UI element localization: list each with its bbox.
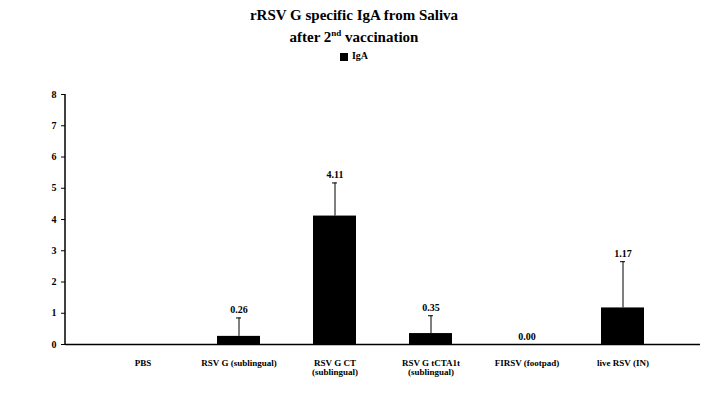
html-text:rRSV G specific IgA from Saliv: rRSV G specific IgA from Saliva [249,7,459,23]
svg-text:RSV G (sublingual): RSV G (sublingual) [201,358,276,368]
svg-text:3: 3 [52,245,57,256]
svg-text:0: 0 [52,339,57,350]
svg-text:RSV G CT(sublingual): RSV G CT(sublingual) [312,358,358,378]
svg-text:2: 2 [52,276,57,287]
svg-text:0.00: 0.00 [518,331,536,342]
svg-text:0.26: 0.26 [230,304,248,315]
svg-text:7: 7 [52,120,57,131]
html-text:IgA: IgA [351,50,369,61]
svg-text:0.35: 0.35 [422,302,440,313]
svg-text:RSV G tCTA1t(sublingual): RSV G tCTA1t(sublingual) [402,358,460,378]
svg-text:1: 1 [52,307,57,318]
html-text:after 2ndvaccination: after 2ndvaccination [289,28,419,45]
svg-text:FIRSV (footpad): FIRSV (footpad) [495,358,560,368]
svg-text:live RSV (IN): live RSV (IN) [597,358,649,368]
svg-text:8: 8 [52,89,57,100]
svg-text:PBS: PBS [135,358,152,368]
svg-text:4.11: 4.11 [327,169,344,180]
svg-text:1.17: 1.17 [614,248,632,259]
svg-text:6: 6 [52,151,57,162]
svg-text:5: 5 [52,182,57,193]
svg-text:4: 4 [52,214,57,225]
